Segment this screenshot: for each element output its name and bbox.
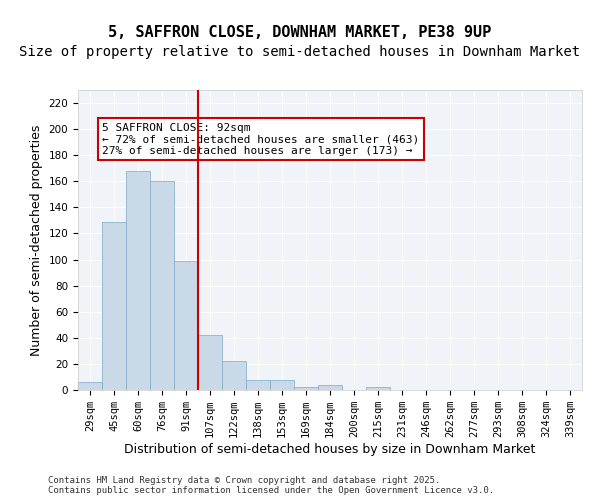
Text: Contains HM Land Registry data © Crown copyright and database right 2025.
Contai: Contains HM Land Registry data © Crown c… (48, 476, 494, 495)
Bar (102, 222, 126, 390)
Y-axis label: Number of semi-detached properties: Number of semi-detached properties (30, 124, 43, 356)
Text: 5 SAFFRON CLOSE: 92sqm
← 72% of semi-detached houses are smaller (463)
27% of se: 5 SAFFRON CLOSE: 92sqm ← 72% of semi-det… (102, 122, 419, 156)
Bar (126, 171, 150, 390)
Bar (366, 388, 390, 390)
Bar (222, 362, 246, 390)
Bar (270, 380, 294, 390)
Text: 5, SAFFRON CLOSE, DOWNHAM MARKET, PE38 9UP: 5, SAFFRON CLOSE, DOWNHAM MARKET, PE38 9… (109, 25, 491, 40)
Bar (246, 380, 270, 390)
Bar (150, 182, 174, 390)
Bar (78, 382, 102, 390)
Bar (198, 335, 222, 390)
X-axis label: Distribution of semi-detached houses by size in Downham Market: Distribution of semi-detached houses by … (124, 443, 536, 456)
Bar (294, 388, 318, 390)
Bar (318, 385, 342, 390)
Text: Size of property relative to semi-detached houses in Downham Market: Size of property relative to semi-detach… (19, 45, 581, 59)
Bar (174, 261, 198, 390)
